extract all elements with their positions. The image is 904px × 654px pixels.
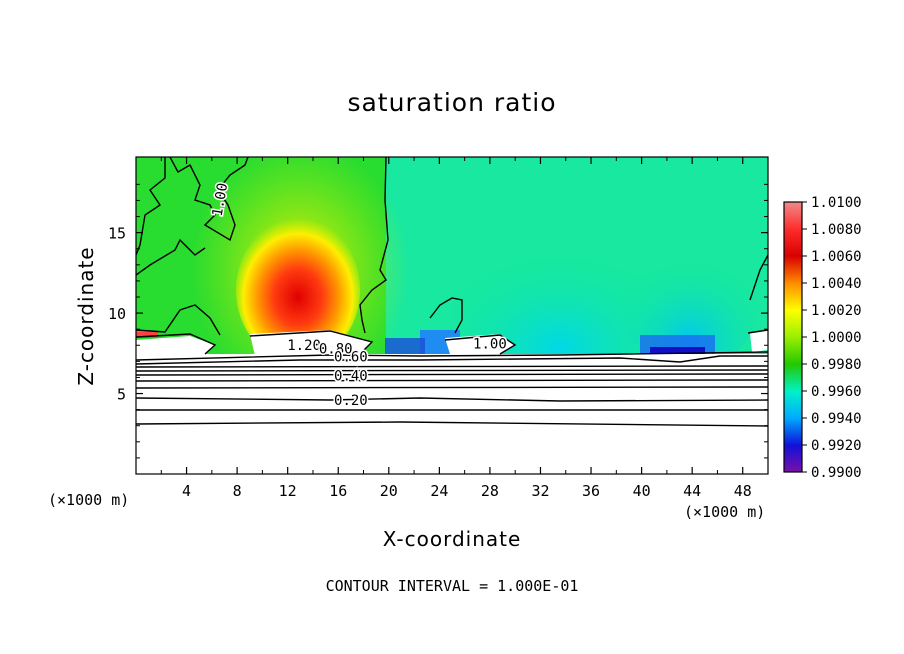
- x-tick-label: 28: [481, 482, 499, 500]
- colorbar-segment: [784, 391, 802, 419]
- contour-labels: 1.001.001.201.200.800.800.600.600.400.40…: [208, 180, 508, 410]
- colorbar-segment: [784, 256, 802, 284]
- colorbar-label: 1.0020: [811, 303, 862, 319]
- contour-label: 0.20: [334, 393, 368, 409]
- colorbar-segment: [784, 283, 802, 311]
- x-tick-label: 16: [329, 482, 347, 500]
- contour-label-halo: 0.20: [334, 393, 368, 409]
- contour-interval-note: CONTOUR INTERVAL = 1.000E-01: [325, 577, 579, 595]
- colorbar-label: 0.9900: [811, 465, 862, 481]
- colorbar-segment: [784, 418, 802, 446]
- x-tick-label: 4: [182, 482, 191, 500]
- x-tick-label: 40: [633, 482, 651, 500]
- contour-label: 1.20: [287, 338, 321, 354]
- y-axis-label: Z-coordinate: [74, 246, 98, 386]
- x-tick-label: 8: [233, 482, 242, 500]
- contour-label: 0.40: [334, 369, 368, 385]
- x-tick-label: 32: [531, 482, 549, 500]
- contour-label: 0.80: [319, 341, 353, 357]
- x-axis-label: X-coordinate: [382, 527, 522, 551]
- contour-label-halo: 0.80: [319, 341, 353, 357]
- x-tick-label: 20: [380, 482, 398, 500]
- y-axis: 5 10 15: [108, 183, 768, 459]
- contour-label: 1.00: [210, 182, 232, 218]
- colorbar-label: 0.9940: [811, 411, 862, 427]
- colorbar-label: 0.9980: [811, 357, 862, 373]
- colorbar-segment: [784, 202, 802, 230]
- contour-lines: [136, 157, 768, 427]
- contour-label-halo: 0.60: [334, 349, 368, 365]
- y-tick-label: 15: [108, 225, 126, 243]
- contour-label: 1.00: [473, 336, 507, 352]
- colorbar-segment: [784, 310, 802, 338]
- colorbar-segment: [784, 445, 802, 473]
- heatmap-field: [136, 157, 768, 474]
- x-unit-left: (×1000 m): [48, 491, 130, 509]
- colorbar-segment: [784, 364, 802, 392]
- contour-label-halo: 1.20: [287, 338, 321, 354]
- x-axis: 4 8 12 16 20 24 28 32 36 40 44 48: [160, 157, 752, 500]
- y-tick-label: 5: [117, 386, 126, 404]
- x-tick-label: 12: [279, 482, 297, 500]
- x-tick-label: 44: [683, 482, 701, 500]
- plot-frame: [135, 156, 769, 475]
- colorbar-label: 0.9960: [811, 384, 862, 400]
- contour-label-halo: 1.00: [473, 336, 507, 352]
- contour-label-halo: 0.40: [334, 369, 368, 385]
- contour-label: 0.60: [334, 349, 368, 365]
- x-tick-label: 36: [582, 482, 600, 500]
- colorbar-segment: [784, 337, 802, 365]
- colorbar-label: 1.0000: [811, 330, 862, 346]
- colorbar-label: 1.0040: [811, 276, 862, 292]
- y-tick-label: 10: [108, 305, 126, 323]
- chart-title: saturation ratio: [347, 88, 557, 117]
- colorbar: 1.0100 1.0080 1.0060 1.0040 1.0020 1.0000 0.99…: [783, 195, 862, 481]
- colorbar-label: 1.0080: [811, 222, 862, 238]
- x-tick-label: 24: [430, 482, 448, 500]
- colorbar-label: 1.0100: [811, 195, 862, 211]
- colorbar-label: 1.0060: [811, 249, 862, 265]
- colorbar-segment: [784, 229, 802, 257]
- x-unit-right: (×1000 m): [684, 503, 766, 521]
- x-tick-label: 48: [734, 482, 752, 500]
- colorbar-label: 0.9920: [811, 438, 862, 454]
